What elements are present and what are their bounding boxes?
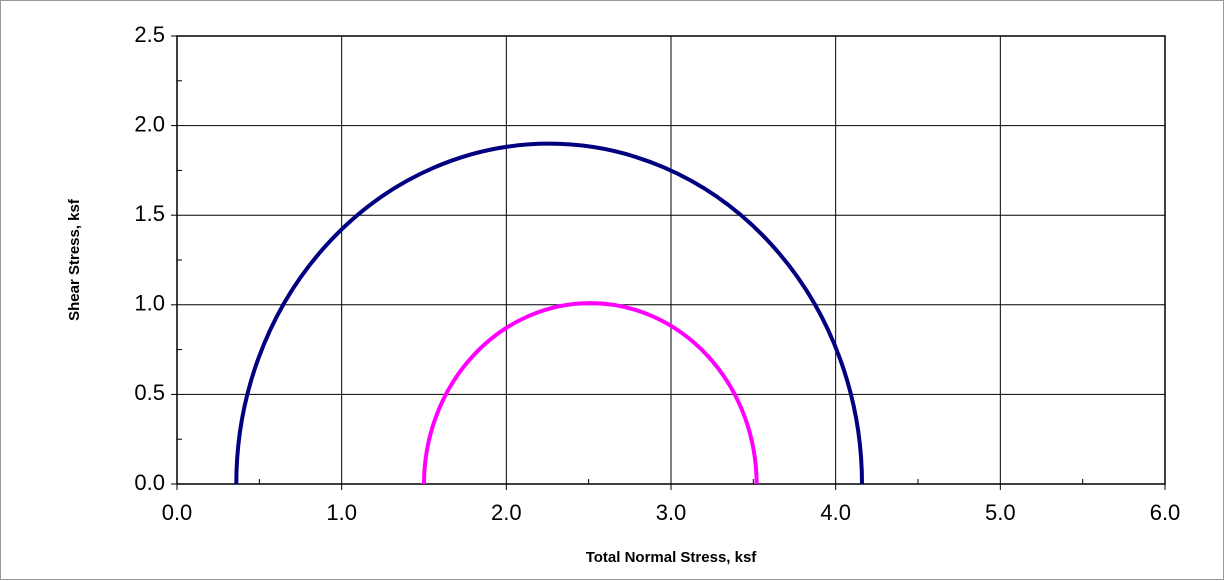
plot-border xyxy=(176,35,1166,485)
x-tick-label: 5.0 xyxy=(985,500,1016,525)
y-tick-label: 2.5 xyxy=(134,22,165,47)
x-tick-label: 3.0 xyxy=(656,500,687,525)
mohr-circle xyxy=(422,301,759,485)
x-tick-label: 4.0 xyxy=(820,500,851,525)
y-tick-label: 1.5 xyxy=(134,201,165,226)
x-tick-label: 2.0 xyxy=(491,500,522,525)
y-axis-title: Shear Stress, ksf xyxy=(66,198,83,321)
x-tick-label: 1.0 xyxy=(326,500,357,525)
x-axis-title: Total Normal Stress, ksf xyxy=(586,549,758,566)
x-tick-label: 6.0 xyxy=(1150,500,1181,525)
x-tick-label: 0.0 xyxy=(162,500,193,525)
mohr-circle xyxy=(234,142,865,485)
y-tick-label: 2.0 xyxy=(134,111,165,136)
y-tick-label: 1.0 xyxy=(134,291,165,316)
y-tick-label: 0.5 xyxy=(134,380,165,405)
y-tick-label: 0.0 xyxy=(134,470,165,495)
